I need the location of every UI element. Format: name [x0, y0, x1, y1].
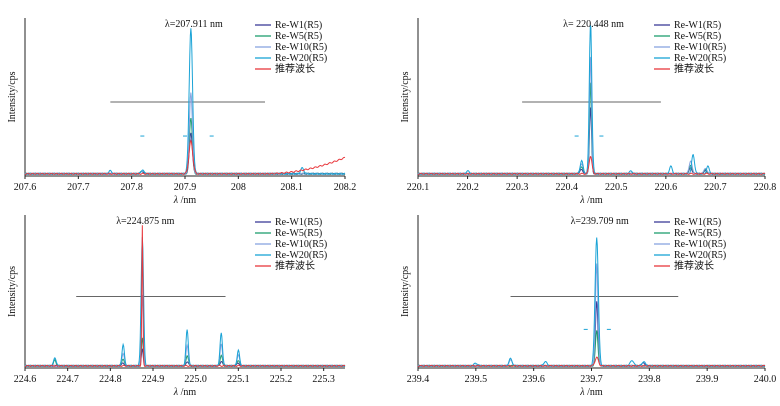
legend-label: Re-W10(R5): [674, 239, 726, 250]
x-axis-symbol: λ: [173, 387, 179, 398]
x-tick-label: 239.5: [465, 374, 488, 385]
x-tick-label: 239.7: [580, 374, 603, 385]
x-tick-label: 207.8: [120, 182, 143, 193]
x-tick-label: 224.7: [56, 374, 79, 385]
legend-label: Re-W5(R5): [674, 31, 721, 42]
chart-panel-1: 207.6 207.7 207.8 207.9 208 208.1 208.2 λ /nm In…: [7, 18, 356, 206]
x-tick-label: 220.2: [456, 182, 479, 193]
legend-label: 推荐波长: [674, 259, 714, 272]
series-line-3: [24, 92, 346, 175]
x-tick-label: 220.4: [555, 182, 578, 193]
legend-label: Re-W10(R5): [275, 239, 327, 250]
legend-label: Re-W1(R5): [275, 20, 322, 31]
series-line-1: [417, 301, 766, 367]
x-tick-label: 220.5: [605, 182, 628, 193]
y-axis-label: Intensity/cps: [400, 266, 411, 317]
series-line-3: [417, 263, 766, 367]
series-line-5: [417, 155, 766, 175]
legend-label: Re-W20(R5): [674, 53, 726, 64]
legend-label: Re-W5(R5): [674, 228, 721, 239]
x-tick-label: 207.9: [174, 182, 197, 193]
peak-annotation: λ= 220.448 nm: [563, 19, 624, 30]
x-tick-label: 240.0: [754, 374, 777, 385]
peak-annotation: λ=207.911 nm: [165, 19, 223, 30]
x-axis-symbol: λ: [173, 195, 179, 206]
x-axis-unit: /nm: [178, 387, 196, 398]
x-axis-symbol: λ: [579, 387, 585, 398]
x-tick-label: 239.8: [638, 374, 661, 385]
x-tick-label: 207.7: [67, 182, 90, 193]
series-line-1: [24, 132, 346, 175]
legend-label: Re-W1(R5): [674, 20, 721, 31]
x-tick-label: 225.1: [227, 374, 250, 385]
x-axis-label: λ /nm: [579, 195, 603, 206]
x-axis-symbol: λ: [579, 195, 585, 206]
peak-annotation: λ=239.709 nm: [571, 216, 629, 227]
legend-label: Re-W1(R5): [674, 217, 721, 228]
x-tick-label: 208.2: [334, 182, 357, 193]
x-tick-label: 224.9: [142, 374, 165, 385]
series-line-5: [24, 225, 346, 367]
x-tick-label: 220.3: [506, 182, 529, 193]
x-tick-label: 220.6: [655, 182, 678, 193]
series-line-5: [24, 139, 346, 175]
x-tick-label: 239.6: [522, 374, 545, 385]
x-tick-label: 224.8: [99, 374, 122, 385]
series-line-2: [24, 118, 346, 175]
legend-label: Re-W5(R5): [275, 31, 322, 42]
legend-label: Re-W10(R5): [275, 42, 327, 53]
x-axis-label: λ /nm: [579, 387, 603, 398]
legend-label: Re-W1(R5): [275, 217, 322, 228]
y-axis-label: Intensity/cps: [7, 71, 18, 122]
x-tick-label: 239.9: [696, 374, 719, 385]
x-axis-unit: /nm: [585, 387, 603, 398]
series-line-5: [417, 356, 766, 367]
chart-panel-4: 239.4 239.5 239.6 239.7 239.8 239.9 240.0 λ /nm…: [400, 215, 776, 398]
x-tick-label: 220.8: [754, 182, 777, 193]
x-tick-label: 220.1: [407, 182, 430, 193]
legend-label: Re-W5(R5): [275, 228, 322, 239]
legend-label: Re-W20(R5): [275, 250, 327, 261]
x-tick-label: 225.2: [270, 374, 293, 385]
x-tick-label: 208.1: [280, 182, 303, 193]
chart-panel-2: 220.1 220.2 220.3 220.4 220.5 220.6 220.7 220.8…: [400, 18, 776, 206]
legend-label: Re-W20(R5): [275, 53, 327, 64]
x-axis-unit: /nm: [585, 195, 603, 206]
x-tick-label: 239.4: [407, 374, 430, 385]
chart-panel-3: 224.6 224.7 224.8 224.9 225.0 225.1 225.2 225.3…: [7, 215, 346, 398]
x-axis-label: λ /nm: [173, 195, 197, 206]
x-tick-label: 220.7: [704, 182, 727, 193]
x-tick-label: 225.0: [184, 374, 207, 385]
x-tick-label: 208: [231, 182, 246, 193]
x-axis-label: λ /nm: [173, 387, 197, 398]
peak-annotation: λ=224.875 nm: [116, 216, 174, 227]
legend-label: 推荐波长: [674, 62, 714, 75]
x-tick-label: 225.3: [312, 374, 335, 385]
x-tick-label: 207.6: [14, 182, 37, 193]
legend-label: Re-W20(R5): [674, 250, 726, 261]
legend-label: 推荐波长: [275, 62, 315, 75]
legend-label: 推荐波长: [275, 259, 315, 272]
y-axis-label: Intensity/cps: [400, 71, 411, 122]
legend-label: Re-W10(R5): [674, 42, 726, 53]
y-axis-label: Intensity/cps: [7, 266, 18, 317]
series-line-2: [417, 330, 766, 367]
x-axis-unit: /nm: [178, 195, 196, 206]
x-tick-label: 224.6: [14, 374, 37, 385]
